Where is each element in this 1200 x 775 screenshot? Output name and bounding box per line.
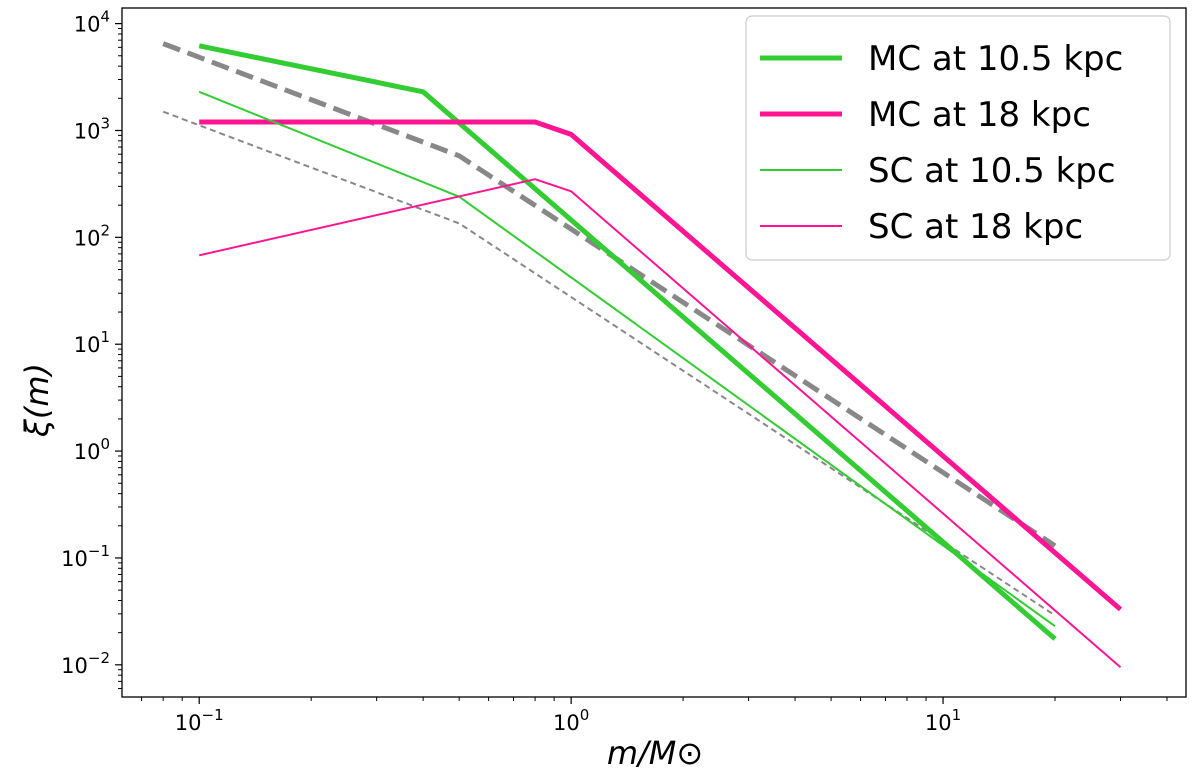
series-line-mc-at-18-kpc: [199, 119, 1123, 612]
legend-box: [745, 15, 1171, 261]
y-tick-label: 100: [74, 435, 110, 464]
y-tick-label: 101: [74, 328, 110, 357]
legend-label-sc-at-18-kpc: SC at 18 kpc: [868, 207, 1083, 247]
legend: MC at 10.5 kpc MC at 18 kpc SC at 10.5 kpc…: [745, 15, 1171, 261]
y-tick-label: 102: [74, 221, 110, 250]
series-layer: [162, 41, 1123, 668]
y-tick-label: 103: [74, 114, 110, 143]
legend-label-sc-at-10-5-kpc: SC at 10.5 kpc: [868, 151, 1116, 191]
y-tick-label: 10−2: [61, 649, 110, 678]
series-line-reference-thick-dashed: [162, 41, 1057, 548]
x-axis-label: m/M⊙: [607, 734, 703, 772]
x-tick-label: 10−1: [175, 706, 224, 735]
legend-items: MC at 10.5 kpc MC at 18 kpc SC at 10.5 kpc…: [760, 39, 1123, 247]
y-axis-label: ξ(m): [18, 363, 56, 438]
y-tick-label: 104: [74, 8, 110, 37]
plot-frame: [121, 7, 1187, 698]
x-tick-label: 101: [925, 706, 961, 735]
series-line-reference-thin-dashed: [162, 110, 1056, 617]
series-line-sc-at-18-kpc: [198, 178, 1122, 668]
legend-label-mc-at-10-5-kpc: MC at 10.5 kpc: [868, 39, 1123, 79]
series-line-mc-at-10-5-kpc: [198, 43, 1057, 641]
x-tick-label: 100: [553, 706, 589, 735]
y-tick-label: 10−1: [61, 542, 110, 571]
tick-layer: 10−1 100 101 104 103 102 101 100 10−1 10−2: [61, 8, 1168, 735]
legend-label-mc-at-18-kpc: MC at 18 kpc: [868, 95, 1091, 135]
